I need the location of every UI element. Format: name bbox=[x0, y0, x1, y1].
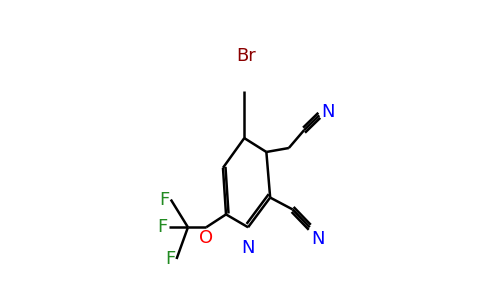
Text: O: O bbox=[199, 229, 213, 247]
Text: N: N bbox=[312, 230, 325, 248]
Text: N: N bbox=[321, 103, 334, 122]
Text: F: F bbox=[158, 218, 168, 236]
Text: F: F bbox=[166, 250, 176, 268]
Text: F: F bbox=[160, 190, 170, 208]
Text: Br: Br bbox=[237, 47, 257, 65]
Text: N: N bbox=[242, 239, 255, 257]
